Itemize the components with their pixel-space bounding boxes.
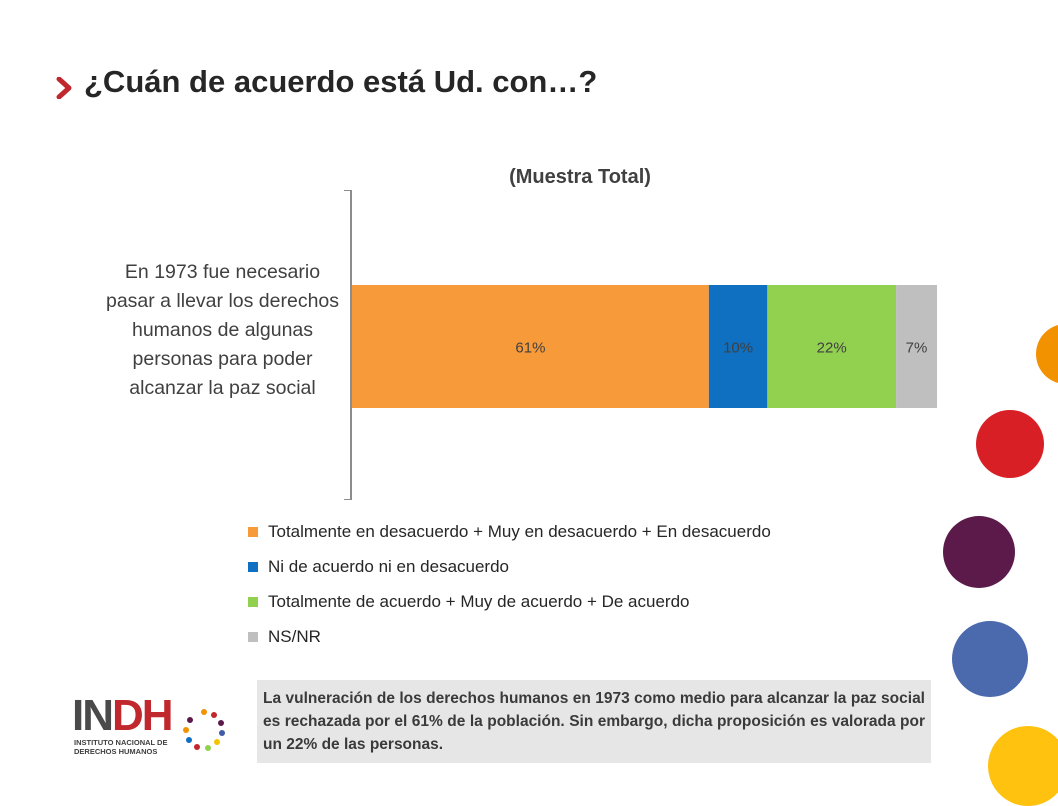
- legend-label: Ni de acuerdo ni en desacuerdo: [268, 556, 509, 576]
- bar-segment-3: [767, 285, 897, 408]
- decor-circle-yellow: [988, 726, 1058, 806]
- decor-circle-orange: [1036, 324, 1058, 384]
- legend-item-2: Ni de acuerdo ni en desacuerdo: [248, 549, 771, 584]
- category-axis: [350, 190, 352, 500]
- axis-tick-top: [344, 190, 352, 191]
- summary-note: La vulneración de los derechos humanos e…: [257, 680, 931, 763]
- decor-circle-red: [976, 410, 1044, 478]
- legend-swatch: [248, 526, 258, 537]
- bar-data-label-3: 22%: [817, 340, 847, 357]
- chart-title: (Muestra Total): [509, 166, 651, 188]
- logo-dots-icon: [183, 709, 225, 751]
- bar-data-label-1: 61%: [515, 340, 545, 357]
- legend-item-3: Totalmente de acuerdo + Muy de acuerdo +…: [248, 584, 771, 619]
- legend-label: Totalmente en desacuerdo + Muy en desacu…: [268, 521, 771, 541]
- logo-brand: INDH: [72, 691, 174, 740]
- indh-logo: INDH INSTITUTO NACIONAL DE DERECHOS HUMA…: [72, 694, 232, 760]
- axis-tick-bottom: [344, 499, 352, 500]
- legend-label: Totalmente de acuerdo + Muy de acuerdo +…: [268, 591, 690, 611]
- decor-circle-purple: [943, 516, 1015, 588]
- bar-data-label-2: 10%: [723, 340, 753, 357]
- bar-segment-4: [896, 285, 937, 408]
- bar-data-label-4: 7%: [906, 340, 928, 357]
- legend-swatch: [248, 596, 258, 607]
- bar-segment-1: [352, 285, 709, 408]
- category-label: En 1973 fue necesario pasar a llevar los…: [105, 261, 340, 399]
- logo-subtitle: INSTITUTO NACIONAL DE DERECHOS HUMANOS: [74, 738, 168, 756]
- legend-item-4: NS/NR: [248, 619, 771, 654]
- page-title: ¿Cuán de acuerdo está Ud. con…?: [84, 64, 598, 99]
- legend-swatch: [248, 561, 258, 572]
- legend-swatch: [248, 631, 258, 642]
- legend-item-1: Totalmente en desacuerdo + Muy en desacu…: [248, 514, 771, 549]
- chevron-right-icon: [56, 77, 72, 99]
- decor-circle-blue: [952, 621, 1028, 697]
- bar-segment-2: [708, 285, 768, 408]
- chart-legend: Totalmente en desacuerdo + Muy en desacu…: [248, 514, 771, 654]
- legend-label: NS/NR: [268, 626, 321, 646]
